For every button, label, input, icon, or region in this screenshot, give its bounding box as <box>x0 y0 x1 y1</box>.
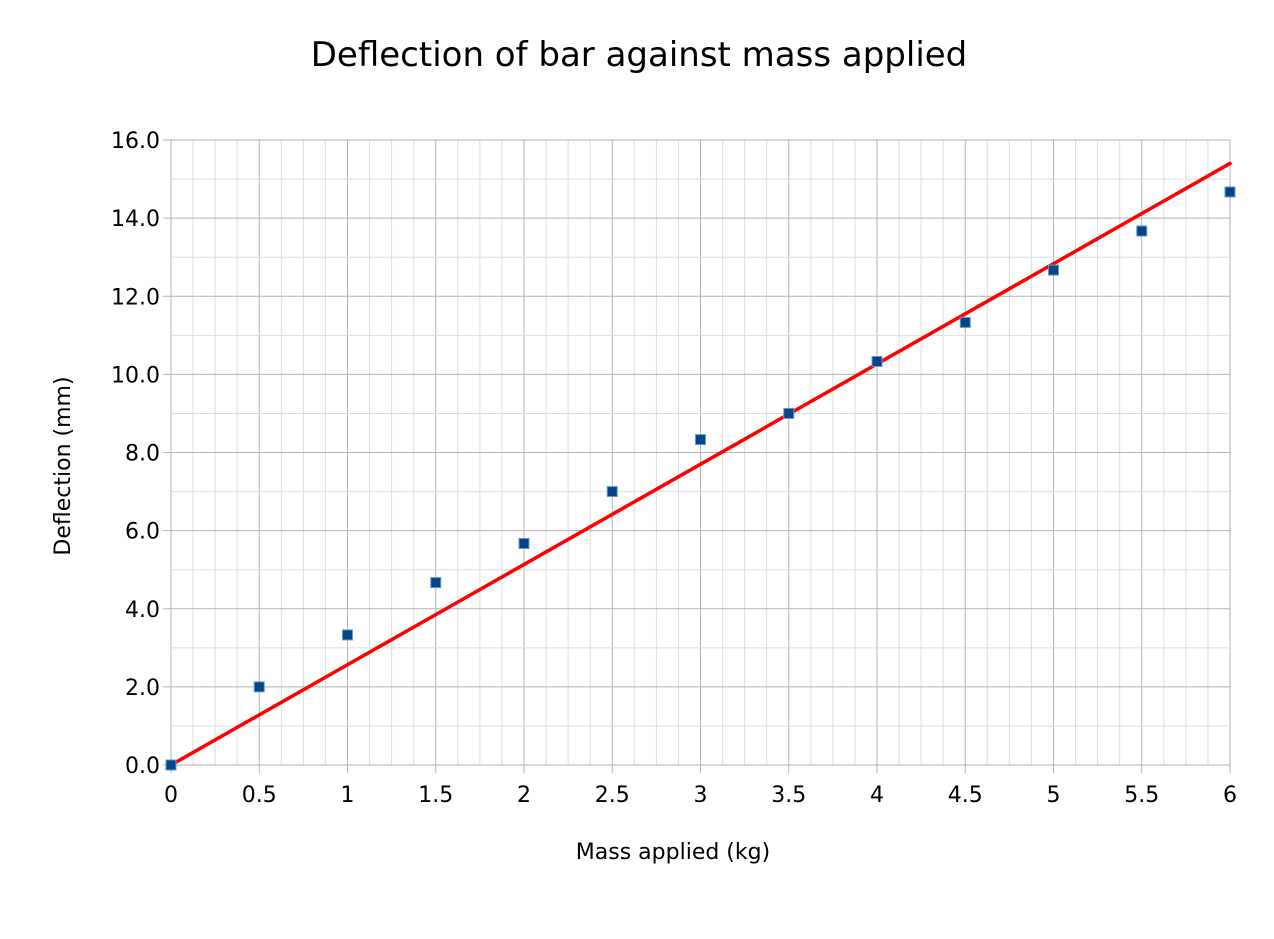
data-point <box>695 434 706 446</box>
data-point <box>1136 225 1148 237</box>
x-tick-label: 4 <box>870 783 884 808</box>
data-point <box>959 316 971 328</box>
data-point <box>165 759 177 771</box>
grid <box>163 139 1231 773</box>
x-tick-label: 0.5 <box>242 783 277 808</box>
x-tick-label: 4.5 <box>948 783 983 808</box>
data-point <box>871 355 883 367</box>
x-tick-label: 5 <box>1047 783 1061 808</box>
trendline <box>169 161 1232 767</box>
data-point <box>430 577 442 589</box>
y-tick-label: 8.0 <box>125 442 160 467</box>
x-tick-label: 3.5 <box>771 783 806 808</box>
x-tick-label: 1 <box>341 783 355 808</box>
y-tick-label: 0.0 <box>125 754 160 779</box>
x-axis-title: Mass applied (kg) <box>576 840 770 865</box>
data-point <box>253 681 265 693</box>
x-tick-label: 1.5 <box>418 783 453 808</box>
series-layer <box>165 161 1236 771</box>
y-tick-label: 16.0 <box>111 129 160 154</box>
x-tick-label: 6 <box>1223 783 1237 808</box>
x-tick-label: 5.5 <box>1124 783 1159 808</box>
data-point <box>1224 186 1236 198</box>
data-point <box>783 407 795 419</box>
data-point <box>518 538 530 550</box>
x-tick-label: 2 <box>517 783 531 808</box>
x-tick-label: 3 <box>694 783 708 808</box>
data-point <box>342 629 353 641</box>
y-tick-label: 4.0 <box>125 598 160 623</box>
data-point <box>1048 264 1059 276</box>
chart-title: Deflection of bar against mass applied <box>311 35 968 75</box>
y-tick-label: 12.0 <box>111 285 160 310</box>
y-tick-label: 14.0 <box>111 207 160 232</box>
x-tick-labels: 0 0.5 1 1.5 2 2.5 3 3.5 4 4.5 5 5.5 6 <box>164 783 1237 808</box>
x-tick-label: 0 <box>164 783 178 808</box>
y-tick-label: 2.0 <box>125 676 160 701</box>
y-axis-title: Deflection (mm) <box>51 376 76 555</box>
y-tick-label: 10.0 <box>111 363 160 388</box>
x-tick-label: 2.5 <box>595 783 630 808</box>
data-point <box>606 486 618 498</box>
y-tick-labels: 0.0 2.0 4.0 6.0 8.0 10.0 12.0 14.0 16.0 <box>111 129 160 779</box>
y-tick-label: 6.0 <box>125 520 160 545</box>
